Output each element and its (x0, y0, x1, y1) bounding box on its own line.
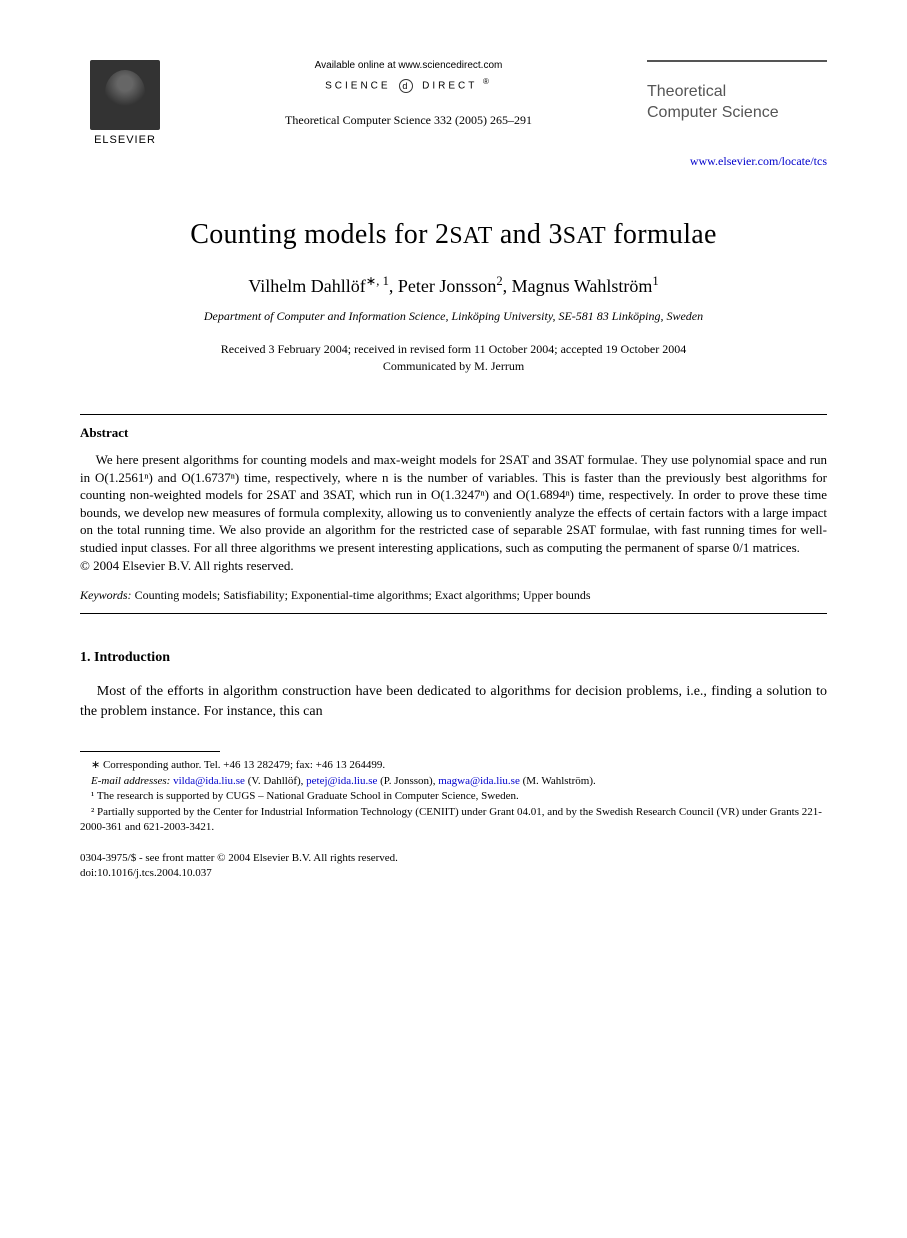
elsevier-tree-icon (90, 60, 160, 130)
footnote-2: ² Partially supported by the Center for … (80, 805, 827, 836)
footnote-separator (80, 751, 220, 752)
publisher-name: ELSEVIER (94, 134, 156, 146)
affiliation: Department of Computer and Information S… (80, 309, 827, 324)
center-header: Available online at www.sciencedirect.co… (170, 60, 647, 128)
footnote-emails: E-mail addresses: vilda@ida.liu.se (V. D… (80, 774, 827, 789)
footnote-corresponding: ∗ Corresponding author. Tel. +46 13 2824… (80, 758, 827, 773)
title-sat2: SAT (563, 223, 606, 249)
science-direct-logo: SCIENCE d DIRECT ® (190, 77, 627, 93)
abstract-copyright: © 2004 Elsevier B.V. All rights reserved… (80, 558, 827, 574)
email-1[interactable]: vilda@ida.liu.se (173, 775, 245, 787)
section-1-heading: 1. Introduction (80, 650, 827, 666)
email-label: E-mail addresses: (91, 775, 170, 787)
paper-title: Counting models for 2SAT and 3SAT formul… (80, 219, 827, 251)
publisher-logo-block: ELSEVIER (80, 60, 170, 146)
abstract-heading: Abstract (80, 425, 827, 441)
journal-title-line2: Computer Science (647, 103, 827, 124)
journal-reference: Theoretical Computer Science 332 (2005) … (190, 113, 627, 128)
keywords-line: Keywords: Counting models; Satisfiabilit… (80, 588, 827, 603)
footnote-1: ¹ The research is supported by CUGS – Na… (80, 789, 827, 804)
author-3: Magnus Wahlström (512, 276, 653, 296)
journal-title-block: Theoretical Computer Science (647, 60, 827, 124)
email-3-name: (M. Wahlström). (520, 775, 596, 787)
author-1-sup: ∗, 1 (366, 274, 389, 288)
journal-title-line1: Theoretical (647, 82, 827, 103)
keywords-text: Counting models; Satisfiability; Exponen… (132, 588, 591, 602)
email-2-name: (P. Jonsson), (377, 775, 438, 787)
authors-line: Vilhelm Dahllöf∗, 1, Peter Jonsson2, Mag… (80, 273, 827, 297)
title-suffix: formulae (606, 219, 717, 250)
divider-bottom (80, 613, 827, 614)
section-1-text: Most of the efforts in algorithm constru… (80, 682, 827, 721)
journal-url-link[interactable]: www.elsevier.com/locate/tcs (80, 154, 827, 169)
abstract-text: We here present algorithms for counting … (80, 451, 827, 556)
keywords-label: Keywords: (80, 588, 132, 602)
communicated-line: Communicated by M. Jerrum (80, 359, 827, 374)
divider-top (80, 414, 827, 415)
front-matter: 0304-3975/$ - see front matter © 2004 El… (80, 851, 827, 865)
title-mid: and 3 (493, 219, 563, 250)
author-2: Peter Jonsson (398, 276, 497, 296)
bottom-info: 0304-3975/$ - see front matter © 2004 El… (80, 851, 827, 880)
email-3[interactable]: magwa@ida.liu.se (438, 775, 520, 787)
author-1: Vilhelm Dahllöf (248, 276, 365, 296)
author-3-sup: 1 (652, 274, 658, 288)
email-1-name: (V. Dahllöf), (245, 775, 306, 787)
doi: doi:10.1016/j.tcs.2004.10.037 (80, 866, 827, 880)
dates-line: Received 3 February 2004; received in re… (80, 342, 827, 357)
science-direct-icon: d (399, 79, 413, 93)
author-2-sup: 2 (496, 274, 502, 288)
available-online-text: Available online at www.sciencedirect.co… (190, 60, 627, 71)
header-row: ELSEVIER Available online at www.science… (80, 60, 827, 146)
email-2[interactable]: petej@ida.liu.se (306, 775, 377, 787)
title-prefix: Counting models for 2 (190, 219, 449, 250)
science-direct-text1: SCIENCE (325, 80, 390, 91)
title-sat1: SAT (449, 223, 492, 249)
science-direct-text2: DIRECT (422, 80, 477, 91)
